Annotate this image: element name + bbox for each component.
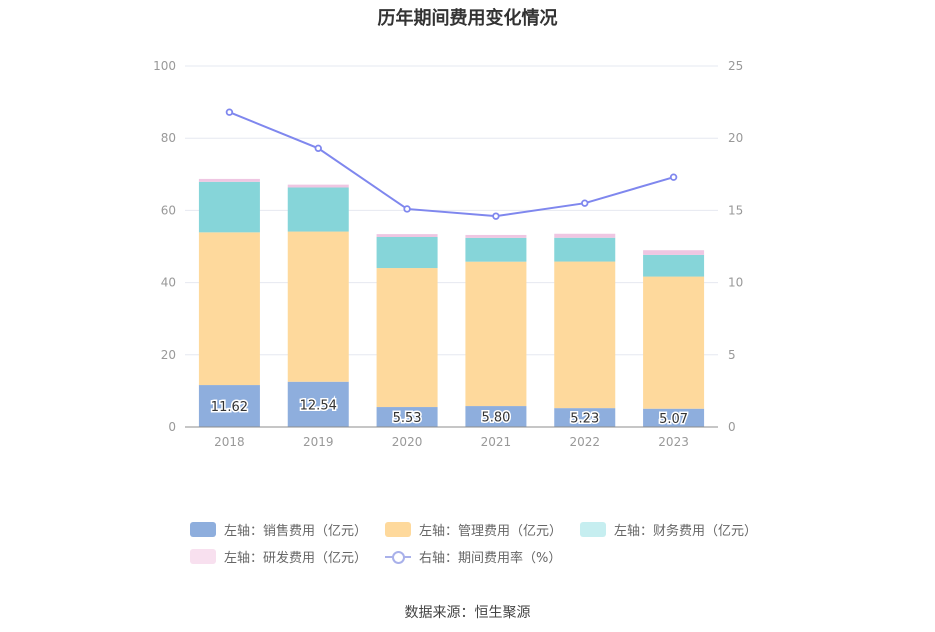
rate-point-2021 [492,212,500,220]
legend-label-finance: 左轴：财务费用（亿元） [614,524,758,539]
bar-segment-3-2023 [643,254,705,277]
y-right-tick-label: 10 [728,276,743,290]
rate-line-path [229,111,674,218]
legend-item-finance[interactable]: 左轴：财务费用（亿元） [580,520,757,539]
y-left-tick-label: 40 [161,276,176,290]
legend-swatch-rate [385,549,412,564]
legend-item-rnd[interactable]: 左轴：研发费用（亿元） [190,547,367,566]
bar-segment-3-2018 [198,181,260,233]
x-tick-label: 2023 [658,435,689,449]
rate-point-2020 [403,205,411,213]
bar-segment-2-2018 [198,232,260,386]
bar-segment-2-2019 [287,231,349,382]
data-label-sales: 5.80 [481,411,510,426]
y-left-tick-label: 80 [161,131,176,145]
legend-swatch-finance [580,522,607,537]
y-right-tick-label: 15 [728,203,743,217]
data-label-sales: 5.53 [393,411,422,426]
bar-segment-2-2022 [554,261,616,409]
bar-segment-4-2023 [643,250,705,255]
bar-segment-4-2018 [198,178,260,182]
x-tick-label: 2019 [303,435,334,449]
legend-item-admin[interactable]: 左轴：管理费用（亿元） [385,520,562,539]
rate-point-2018 [225,108,234,116]
rate-point-2022 [581,199,589,207]
legend-swatch-sales [190,522,216,537]
bar-segment-2-2020 [376,268,438,408]
y-left-tick-label: 0 [168,420,176,434]
legend-item-sales[interactable]: 左轴：销售费用（亿元） [190,520,367,539]
y-left-tick-label: 60 [161,203,176,217]
bar-segment-2-2021 [465,261,527,407]
legend-label-rate: 右轴：期间费用率（%） [419,551,562,566]
bar-segment-1-2020 [376,407,438,427]
bar-segment-3-2019 [287,187,349,232]
bar-segment-3-2020 [376,237,438,269]
bars: 11.62 12.54 5.53 5.80 5.23 5.07 [198,178,705,428]
legend-label-rnd: 左轴：研发费用（亿元） [224,551,368,566]
bar-segment-2-2023 [643,276,705,409]
x-tick-label: 2018 [214,435,245,449]
legend-label-sales: 左轴：销售费用（亿元） [224,524,368,539]
bar-segment-3-2022 [554,237,616,262]
y-right-tick-label: 25 [728,59,743,73]
y-right-tick-label: 0 [728,420,736,434]
bar-segment-1-2022 [554,408,616,427]
chart-title: 历年期间费用变化情况 [377,8,558,29]
bar-segment-1-2019 [287,381,349,427]
data-label-sales: 12.54 [300,398,337,413]
rate-point-2023 [669,173,678,181]
bar-segment-4-2021 [465,234,527,238]
bar-segment-4-2019 [287,184,349,188]
y-right-tick-label: 5 [728,348,736,362]
data-label-sales: 5.23 [570,412,599,427]
bar-segment-3-2021 [465,237,527,262]
legend-swatch-rnd [190,549,216,564]
legend-swatch-admin [385,522,412,537]
bar-segment-1-2018 [198,385,260,427]
y-left-tick-label: 20 [161,348,176,362]
y-left-tick-label: 100 [153,59,176,73]
legend-row-1: 左轴：销售费用（亿元） 左轴：管理费用（亿元） 左轴：财务费用（亿元） [190,520,775,539]
bar-segment-4-2022 [554,233,616,238]
bar-segment-1-2023 [643,408,705,427]
legend-label-admin: 左轴：管理费用（亿元） [419,524,563,539]
bar-segment-1-2021 [465,406,527,427]
bar-segment-4-2020 [376,234,438,238]
x-tick-label: 2022 [569,435,600,449]
axes: 0 20 40 60 80 100 0 5 10 15 20 25 2018 2019 2020 2021 20… [153,59,743,449]
x-tick-label: 2021 [481,435,512,449]
y-right-tick-label: 20 [728,131,743,145]
legend-item-rate[interactable]: 右轴：期间费用率（%） [385,547,561,566]
rate-line [225,108,678,220]
x-tick-label: 2020 [392,435,423,449]
rate-point-2019 [314,144,322,153]
data-label-sales: 11.62 [211,400,248,415]
legend-row-2: 左轴：研发费用（亿元） 右轴：期间费用率（%） [190,547,579,566]
data-label-sales: 5.07 [659,412,688,427]
source-note: 数据来源：恒生聚源 [404,605,531,621]
grid-lines [185,65,718,356]
